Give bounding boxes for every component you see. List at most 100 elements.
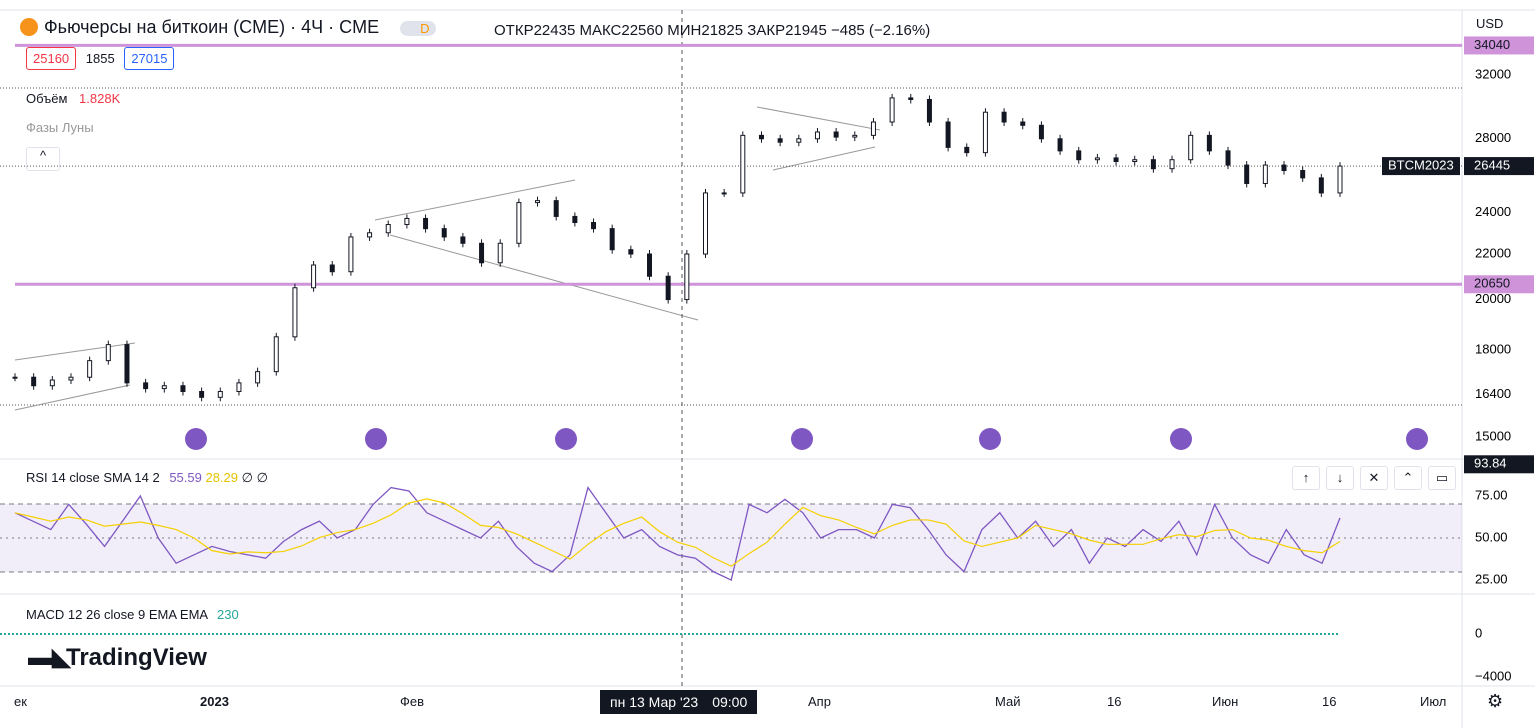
price-tick-label: 16400 [1475, 386, 1511, 401]
btc-icon [20, 18, 38, 36]
candle-body [1001, 111, 1007, 123]
ohlc-value: 21825 [701, 22, 744, 39]
candle-body [124, 344, 130, 384]
candle-body [796, 138, 802, 143]
close-button[interactable]: ✕ [1360, 466, 1388, 490]
candle-body [516, 202, 522, 244]
rsi-sma-line [14, 498, 1341, 567]
candle-body [68, 376, 74, 381]
candle-body [1318, 177, 1324, 194]
macd-label: MACD 12 26 close 9 EMA EMA [26, 607, 208, 622]
candle-body [1132, 159, 1138, 162]
candle-body [1225, 150, 1231, 166]
volume-label: Объём [26, 91, 68, 106]
collapse-button[interactable]: ⌃ [1394, 466, 1422, 490]
candle-body [348, 236, 354, 273]
candle-body [217, 390, 223, 398]
candle-body [609, 228, 615, 251]
candle-body [105, 344, 111, 362]
candle-body [1337, 165, 1343, 194]
trend-line [389, 234, 699, 321]
candle-body [1076, 150, 1082, 161]
price-tick-label: 32000 [1475, 66, 1511, 81]
candle-body [1300, 170, 1306, 179]
title: Фьючерсы на биткоин (CME) · 4Ч · CME D [20, 17, 436, 38]
collapse-button[interactable]: ^ [26, 147, 60, 171]
candle-body [161, 385, 167, 390]
time-label: 2023 [200, 694, 229, 709]
moon-icons [185, 428, 1428, 450]
rsi-tick-label: 50.00 [1475, 529, 1508, 544]
candle-body [143, 382, 149, 390]
candle-body [647, 253, 653, 277]
last-price-bg [1464, 157, 1534, 176]
candle-body [1020, 121, 1026, 126]
candle-body [385, 224, 391, 234]
candle-body [591, 221, 597, 230]
ohlc-label: ЗАКР [747, 22, 786, 39]
time-label: Апр [808, 694, 831, 709]
change: −485 (−2.16%) [830, 22, 931, 39]
candle-body [1094, 157, 1100, 161]
rsi-value: 55.59 [169, 470, 202, 485]
candle-body [889, 97, 895, 123]
candle-body [49, 379, 55, 387]
candle-body [255, 371, 261, 384]
candle-body [553, 200, 559, 217]
candle-body [1244, 164, 1250, 184]
trend-line [374, 179, 576, 221]
level-label: 20650 [1474, 276, 1510, 291]
up-button[interactable]: ↑ [1292, 466, 1320, 490]
trend-line [756, 106, 881, 131]
settings-button[interactable]: ⚙ [1487, 691, 1504, 711]
candle-body [628, 249, 634, 255]
candle-body [721, 192, 727, 195]
time-label: Май [995, 694, 1021, 709]
sell-box[interactable]: 25160 [26, 47, 77, 70]
volume-value: 1.828K [79, 91, 121, 106]
candle-body [665, 275, 671, 301]
candle-body [758, 134, 764, 140]
rsi-last-label: 93.84 [1474, 456, 1507, 471]
candle-body [12, 376, 18, 379]
candle-body [1038, 124, 1044, 140]
candle-body [945, 121, 951, 148]
last-price-label: 26445 [1474, 158, 1510, 173]
candle-body [497, 242, 503, 264]
rsi-sma-value: 28.29 [205, 470, 239, 485]
rsi-label: RSI 14 close SMA 14 2 [26, 470, 160, 485]
time-label: Июл [1420, 694, 1447, 709]
volume-legend: Объём 1.828K [26, 91, 120, 106]
rsi-tick-label: 75.00 [1475, 487, 1508, 502]
rsi-legend: RSI 14 close SMA 14 2 55.59 28.29 ∅ ∅ [26, 470, 268, 486]
candle-body [1188, 134, 1194, 161]
macd-legend: MACD 12 26 close 9 EMA EMA 230 [26, 607, 239, 622]
ohlc-value: 22560 [621, 22, 664, 39]
spread: 1855 [85, 51, 115, 66]
candle-body [1057, 138, 1063, 152]
symbol-label: BTCM2023 [1388, 158, 1454, 173]
boxes: 25160 1855 27015 [26, 47, 175, 70]
brand-text: TradingView [66, 644, 207, 671]
rsi-line [14, 486, 1341, 581]
price-tick-label: 15000 [1475, 428, 1511, 443]
candle-body [833, 131, 839, 138]
price-tick-label: 24000 [1475, 204, 1511, 219]
buy-box[interactable]: 27015 [124, 47, 175, 70]
candle-body [1206, 134, 1212, 152]
candle-body [87, 360, 93, 378]
price-tick-label: 18000 [1475, 341, 1511, 356]
candle-body [852, 134, 858, 138]
down-button[interactable]: ↓ [1326, 466, 1354, 490]
candle-body [870, 121, 876, 136]
maximize-button[interactable]: ▭ [1428, 466, 1456, 490]
level-label-bg [1464, 36, 1534, 55]
candle-body [1113, 157, 1119, 162]
ohlc-value: 22435 [533, 22, 576, 39]
price-tick-label: 28000 [1475, 130, 1511, 145]
candle-body [702, 192, 708, 255]
candle-body [982, 111, 988, 154]
candle-body [236, 382, 242, 392]
